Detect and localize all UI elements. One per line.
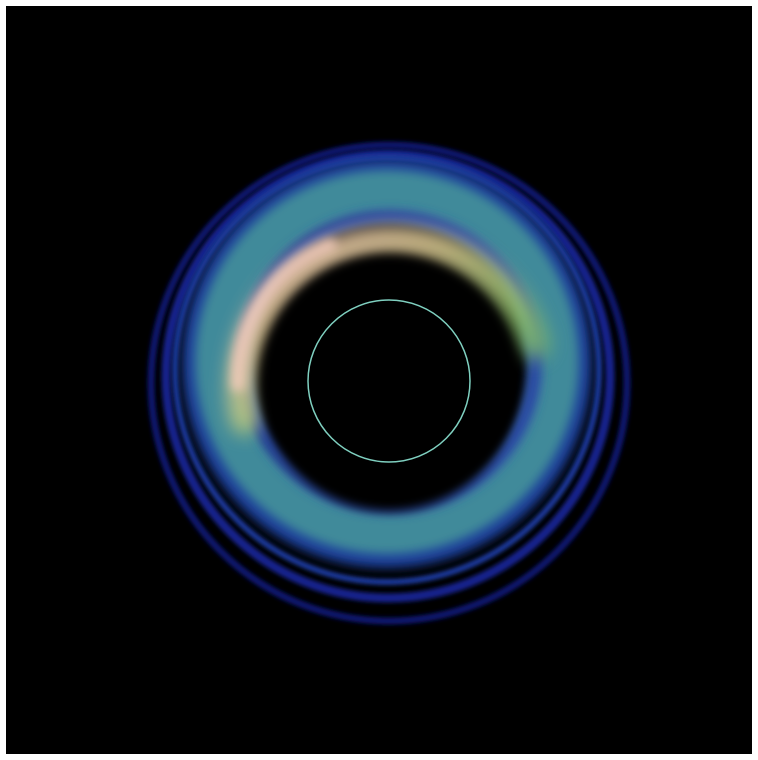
outer-ring — [161, 149, 615, 603]
inner-circle — [307, 299, 471, 463]
disk — [195, 170, 579, 554]
outer-ring — [147, 141, 631, 625]
inner-void — [261, 255, 517, 511]
bright-crescent-core — [230, 238, 337, 392]
